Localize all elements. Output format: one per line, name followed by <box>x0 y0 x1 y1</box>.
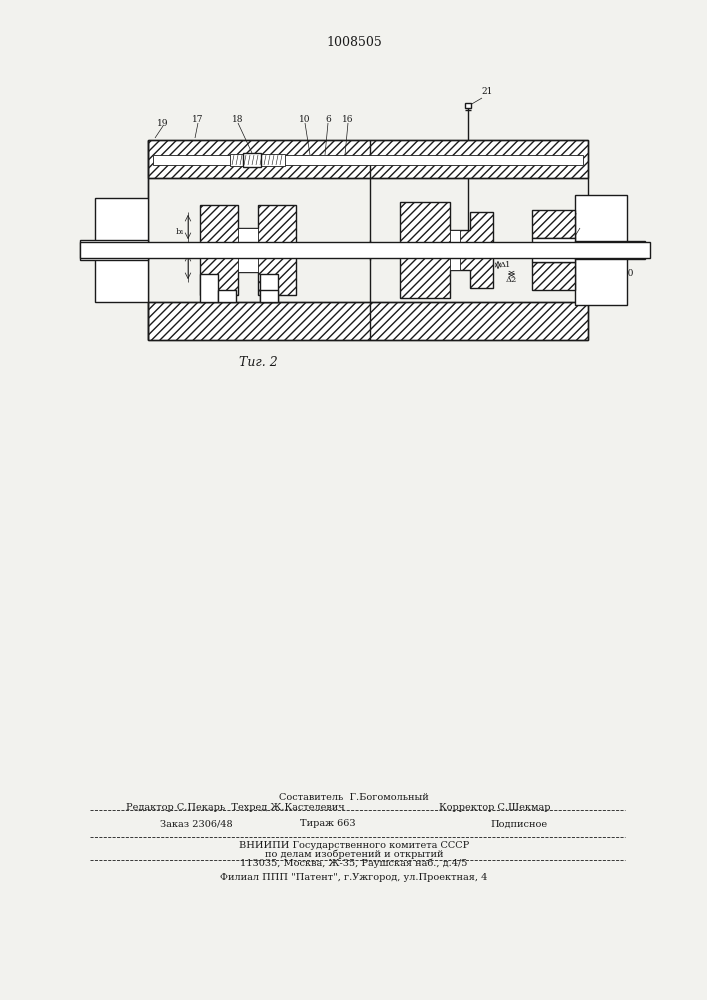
Text: Подписное: Подписное <box>490 820 547 828</box>
Bar <box>532 210 575 238</box>
Circle shape <box>630 242 646 258</box>
Bar <box>148 302 588 340</box>
Text: 12: 12 <box>574 206 585 215</box>
Bar <box>148 140 588 178</box>
Text: Δ2: Δ2 <box>506 276 517 284</box>
Text: Корректор С.Шекмар: Корректор С.Шекмар <box>439 804 551 812</box>
Bar <box>532 262 575 290</box>
Text: 13: 13 <box>579 221 590 230</box>
Bar <box>90 100 650 380</box>
Text: 11: 11 <box>233 316 244 324</box>
Text: 6: 6 <box>325 115 331 124</box>
Text: 10: 10 <box>299 115 311 124</box>
Bar <box>575 241 645 259</box>
Bar <box>95 198 148 302</box>
Text: n: n <box>275 233 281 242</box>
Text: 14: 14 <box>429 316 440 324</box>
Bar <box>260 274 278 302</box>
Text: 1008505: 1008505 <box>326 36 382 49</box>
Bar <box>200 274 218 302</box>
Polygon shape <box>400 250 493 298</box>
Text: 17: 17 <box>554 153 566 162</box>
Polygon shape <box>200 250 296 295</box>
Text: ℓ: ℓ <box>216 320 221 328</box>
Bar <box>153 155 583 165</box>
Bar <box>238 242 258 258</box>
Bar <box>243 153 261 167</box>
Text: Τиг. 2: Τиг. 2 <box>239 356 277 368</box>
Text: ВНИИПИ Государственного комитета СССР: ВНИИПИ Государственного комитета СССР <box>239 840 469 850</box>
Text: 113035, Москва, Ж-35, Раушская наб., д.4/5: 113035, Москва, Ж-35, Раушская наб., д.4… <box>240 858 468 868</box>
Text: Заказ 2306/48: Заказ 2306/48 <box>160 820 233 828</box>
Bar <box>450 230 460 270</box>
Bar <box>532 238 575 262</box>
Text: 17: 17 <box>192 115 204 124</box>
Text: 15: 15 <box>584 235 596 244</box>
Text: Филиал ППП "Патент", г.Ужгород, ул.Проектная, 4: Филиал ППП "Патент", г.Ужгород, ул.Проек… <box>221 872 488 882</box>
Text: b₁: b₁ <box>175 228 185 236</box>
Bar <box>465 103 471 108</box>
Polygon shape <box>400 202 493 250</box>
Bar <box>575 195 627 305</box>
Text: 1: 1 <box>263 316 269 324</box>
Text: по делам изобретений и открытий: по делам изобретений и открытий <box>264 849 443 859</box>
Text: Составитель  Г.Богомольный: Составитель Г.Богомольный <box>279 792 429 802</box>
Text: 16: 16 <box>342 115 354 124</box>
Text: 21: 21 <box>481 88 493 97</box>
Bar <box>260 290 278 302</box>
Text: b₂: b₂ <box>175 251 185 259</box>
Text: 18: 18 <box>233 115 244 124</box>
Bar <box>238 228 258 272</box>
Bar <box>80 242 650 258</box>
Text: ℓ: ℓ <box>250 320 255 328</box>
Text: Тираж 663: Тираж 663 <box>300 820 356 828</box>
Text: 20: 20 <box>622 269 633 278</box>
Polygon shape <box>200 205 296 250</box>
Text: 19: 19 <box>157 118 169 127</box>
Bar <box>218 290 236 302</box>
Text: Δ1: Δ1 <box>499 261 510 269</box>
Bar <box>80 240 148 260</box>
Text: Редактор С.Пекарь  Техред Ж.Кастелевич: Редактор С.Пекарь Техред Ж.Кастелевич <box>126 804 344 812</box>
Bar <box>230 154 285 166</box>
